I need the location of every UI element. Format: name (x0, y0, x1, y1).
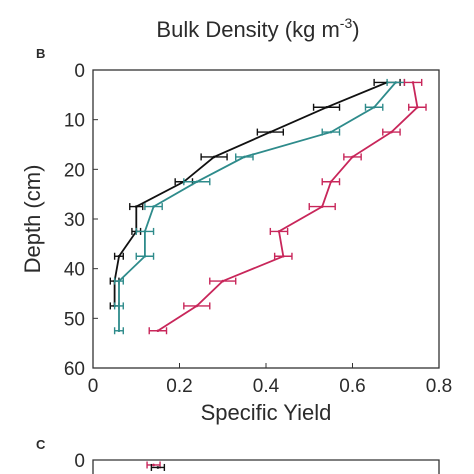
data-point (195, 180, 199, 184)
data-point (372, 105, 376, 109)
data-point (329, 180, 333, 184)
data-point (329, 130, 333, 134)
y-tick-label-b: 0 (74, 61, 85, 82)
series-group-b (109, 78, 427, 335)
data-point (156, 329, 160, 333)
panel-label-b: B (36, 46, 45, 61)
series-group-c (146, 461, 166, 471)
data-point (351, 155, 354, 159)
series-2 (150, 463, 166, 471)
data-point (277, 230, 281, 233)
data-point (152, 463, 155, 467)
data-point (143, 254, 147, 258)
data-point (325, 105, 328, 109)
series-2 (113, 78, 406, 335)
x-axis-label-b: Specific Yield (201, 400, 332, 425)
x-tick-label-b: 0.4 (253, 376, 280, 397)
series-3 (148, 78, 427, 335)
plot-area-c-frame (92, 459, 440, 474)
data-point (411, 81, 415, 84)
x-tick-label-b: 0 (88, 376, 99, 397)
x-tick-label-b: 0.8 (426, 376, 452, 397)
y-axis-ticks-c: 0 (74, 451, 98, 472)
top-title: Bulk Density (kg m-3) (156, 15, 359, 42)
data-point (195, 304, 199, 308)
y-tick-label-c: 0 (74, 451, 85, 472)
y-tick-label-b: 50 (64, 309, 85, 330)
data-point (117, 304, 121, 308)
data-point (212, 155, 216, 159)
y-tick-label-b: 10 (64, 111, 85, 132)
data-point (117, 279, 121, 283)
top-title-superscript: -3 (340, 15, 353, 31)
y-axis-ticks-b: 0 10 20 30 40 50 60 (64, 61, 98, 380)
data-point (143, 230, 147, 233)
top-title-end: ) (352, 17, 359, 42)
data-point (320, 205, 324, 208)
data-point (134, 205, 138, 208)
series-line (157, 82, 419, 332)
data-point (221, 279, 225, 283)
data-point (282, 254, 285, 258)
data-point (416, 105, 419, 109)
data-point (152, 205, 155, 208)
x-tick-label-b: 0.2 (166, 376, 192, 397)
x-axis-ticks-b: 0 0.2 0.4 0.6 0.8 (88, 363, 452, 397)
data-point (243, 155, 246, 159)
panel-label-c: C (36, 437, 46, 452)
plot-area-b (92, 69, 440, 369)
series-1 (109, 78, 401, 310)
y-tick-label-b: 40 (64, 260, 85, 281)
data-point (390, 130, 393, 134)
data-point (117, 254, 121, 258)
data-point (269, 130, 272, 134)
y-axis-label-b: Depth (cm) (20, 165, 45, 274)
top-title-base: Bulk Density (kg m (156, 17, 339, 42)
y-tick-label-b: 30 (64, 210, 85, 231)
data-point (394, 81, 398, 84)
y-tick-label-b: 60 (64, 359, 85, 380)
series-line (113, 81, 388, 306)
y-tick-label-b: 20 (64, 160, 85, 181)
data-point (156, 466, 160, 469)
x-tick-label-b: 0.6 (339, 376, 365, 397)
data-point (117, 329, 121, 333)
